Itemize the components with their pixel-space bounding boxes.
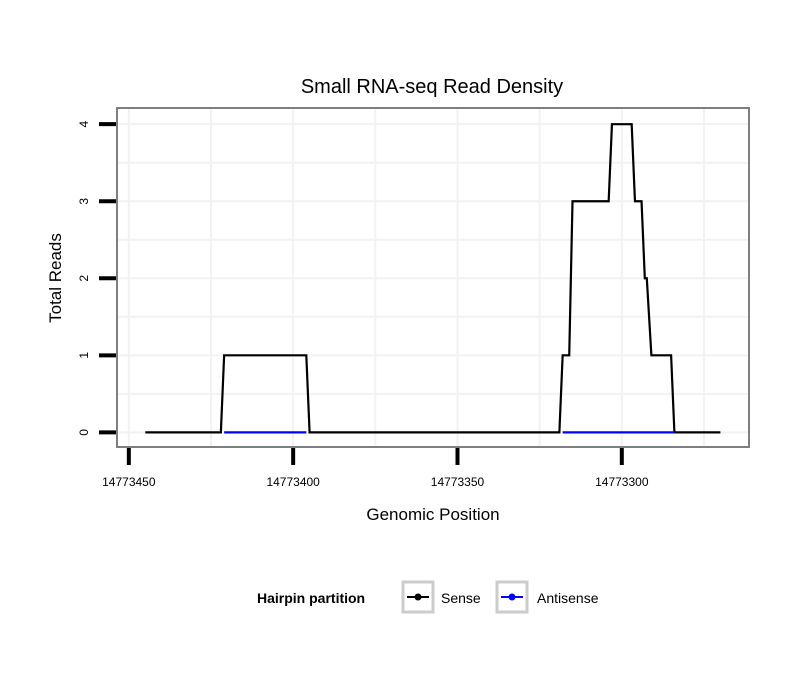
y-tick-label: 1 — [77, 352, 91, 359]
x-axis-label: Genomic Position — [366, 505, 499, 524]
y-tick-label: 2 — [77, 275, 91, 282]
x-tick-label: 14773350 — [431, 475, 485, 489]
y-tick-label: 4 — [77, 121, 91, 128]
grid-lines — [117, 108, 749, 447]
legend-key-antisense — [495, 580, 529, 614]
chart-title: Small RNA-seq Read Density — [301, 76, 563, 98]
legend-key-sense — [401, 580, 435, 614]
sense-point-icon — [414, 593, 422, 601]
x-axis: 14773450 14773400 14773350 14773300 — [102, 448, 649, 489]
y-tick-label: 3 — [77, 198, 91, 205]
series-lines — [145, 123, 721, 434]
legend-label-sense: Sense — [441, 590, 481, 606]
x-tick-label: 14773300 — [595, 475, 649, 489]
y-tick-label: 0 — [77, 429, 91, 436]
y-axis: 0 1 2 3 4 — [77, 121, 116, 436]
antisense-point-icon — [508, 593, 516, 601]
series-line-sense — [145, 123, 721, 434]
plot-panel-border — [116, 107, 750, 448]
x-tick-label: 14773450 — [102, 475, 156, 489]
legend-label-antisense: Antisense — [537, 590, 599, 606]
x-tick-label: 14773400 — [266, 475, 320, 489]
legend-title: Hairpin partition — [257, 590, 365, 606]
legend: Hairpin partition Sense Antisense — [257, 580, 599, 614]
y-axis-label: Total Reads — [46, 233, 65, 323]
